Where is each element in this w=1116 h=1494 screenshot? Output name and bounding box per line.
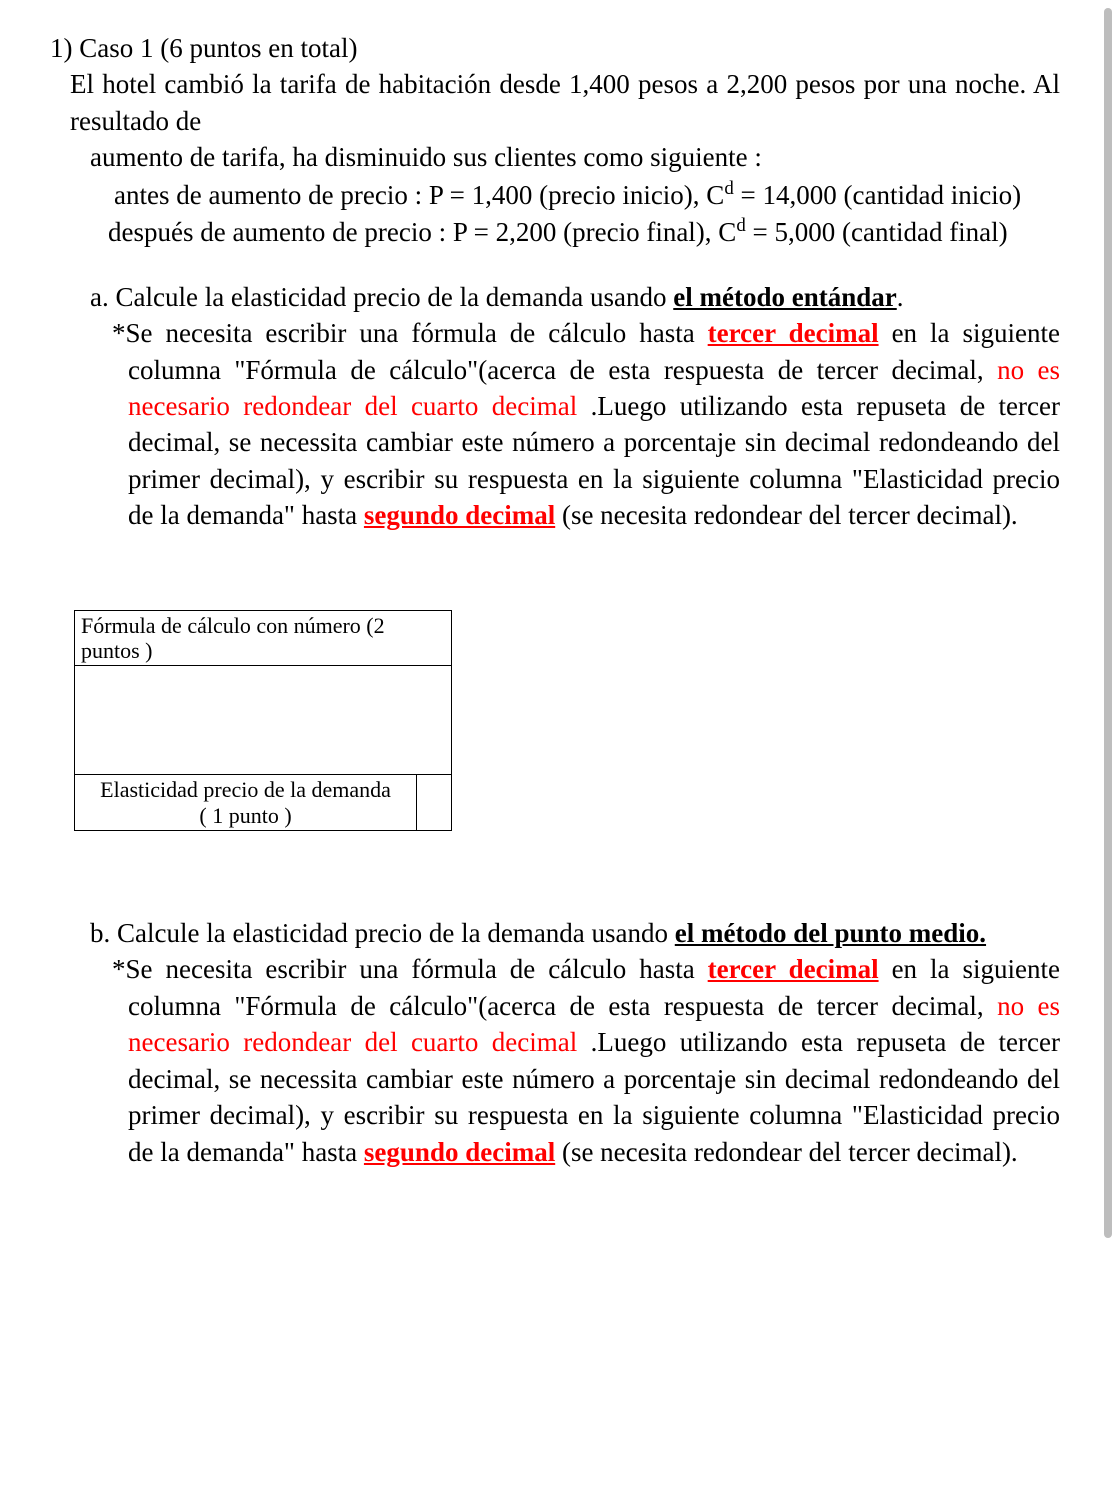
note-b-segundo-decimal: segundo decimal [364, 1137, 555, 1167]
after-prefix: después de aumento de precio : P = 2,200… [108, 217, 736, 247]
formula-header-cell: Fórmula de cálculo con número (2 puntos … [75, 610, 452, 666]
after-suffix: = 5,000 (cantidad final) [746, 217, 1008, 247]
before-superscript: d [724, 178, 733, 199]
table-row [75, 666, 452, 775]
elasticity-answer-cell[interactable] [417, 775, 452, 831]
question-a-period: . [897, 282, 904, 312]
intro-paragraph: El hotel cambió la tarifa de habitación … [50, 66, 1060, 139]
after-superscript: d [736, 215, 745, 236]
note-a-1: *Se necesita escribir una fórmula de cál… [112, 318, 708, 348]
note-a-tercer-decimal: tercer decimal [708, 318, 879, 348]
elasticity-header-line1: Elasticidad precio de la demanda [81, 777, 410, 802]
note-b-4: (se necesita redondear del tercer decima… [555, 1137, 1017, 1167]
question-a: a. Calcule la elasticidad precio de la d… [50, 279, 1060, 315]
before-prefix: antes de aumento de precio : P = 1,400 (… [114, 180, 724, 210]
formula-answer-cell[interactable] [75, 666, 452, 775]
note-a-4: (se necesita redondear del tercer decima… [555, 500, 1017, 530]
before-tail: (cantidad inicio) [844, 180, 1022, 210]
intro-text-1: El hotel cambió la tarifa de habitación … [70, 69, 1060, 135]
question-a-method: el método entándar [673, 282, 896, 312]
data-before-line: antes de aumento de precio : P = 1,400 (… [50, 176, 1060, 213]
elasticity-header-line2: ( 1 punto ) [81, 803, 410, 828]
question-a-prefix: a. Calcule la elasticidad precio de la d… [90, 282, 673, 312]
before-suffix: = 14,000 [734, 180, 837, 210]
case-heading: 1) Caso 1 (6 puntos en total) [50, 30, 1060, 66]
vertical-scrollbar[interactable] [1104, 8, 1112, 1238]
question-b-method: el método del punto medio. [675, 918, 986, 948]
note-b-1: *Se necesita escribir una fórmula de cál… [112, 954, 708, 984]
table-row: Elasticidad precio de la demanda ( 1 pun… [75, 775, 452, 831]
question-b-prefix: b. Calcule la elasticidad precio de la d… [90, 918, 675, 948]
question-b: b. Calcule la elasticidad precio de la d… [50, 915, 1060, 951]
table-row: Fórmula de cálculo con número (2 puntos … [75, 610, 452, 666]
elasticity-header-cell: Elasticidad precio de la demanda ( 1 pun… [75, 775, 417, 831]
question-a-note: *Se necesita escribir una fórmula de cál… [50, 315, 1060, 534]
note-b-tercer-decimal: tercer decimal [708, 954, 879, 984]
data-after-line: después de aumento de precio : P = 2,200… [50, 213, 1060, 250]
note-a-segundo-decimal: segundo decimal [364, 500, 555, 530]
document-body: 1) Caso 1 (6 puntos en total) El hotel c… [50, 30, 1060, 1170]
question-b-note: *Se necesita escribir una fórmula de cál… [50, 951, 1060, 1170]
answer-table: Fórmula de cálculo con número (2 puntos … [74, 610, 452, 831]
intro-line-2: aumento de tarifa, ha disminuido sus cli… [50, 139, 1060, 175]
